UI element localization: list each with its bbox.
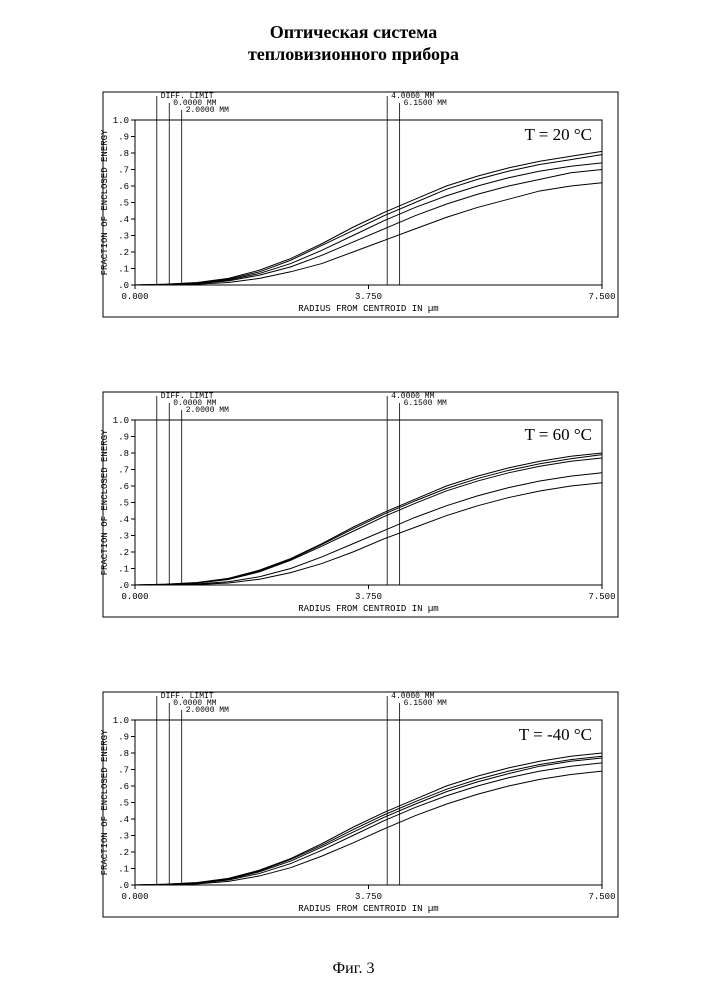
svg-text:.6: .6 xyxy=(118,182,129,192)
svg-text:.5: .5 xyxy=(118,499,129,509)
svg-text:.5: .5 xyxy=(118,199,129,209)
svg-text:6.1500 MM: 6.1500 MM xyxy=(404,399,447,408)
chart-panel: .0 .1 .2 .3 .4 .5 .6 .7 .8 .9 1.0 0.000 3.750 7.500 RA… xyxy=(80,390,620,650)
svg-text:.9: .9 xyxy=(118,433,129,443)
svg-text:.3: .3 xyxy=(118,832,129,842)
chart-svg: .0 .1 .2 .3 .4 .5 .6 .7 .8 .9 1.0 0.000 3.750 7.500 RA… xyxy=(80,390,620,620)
svg-text:RADIUS FROM CENTROID IN µm: RADIUS FROM CENTROID IN µm xyxy=(298,904,438,914)
svg-text:.4: .4 xyxy=(118,215,129,225)
chart-svg: .0 .1 .2 .3 .4 .5 .6 .7 .8 .9 1.0 0.000 3.750 7.500 RA… xyxy=(80,90,620,320)
svg-text:.8: .8 xyxy=(118,149,129,159)
svg-text:RADIUS FROM CENTROID IN µm: RADIUS FROM CENTROID IN µm xyxy=(298,604,438,614)
svg-text:.7: .7 xyxy=(118,166,129,176)
svg-text:.3: .3 xyxy=(118,232,129,242)
svg-text:.1: .1 xyxy=(118,865,129,875)
svg-text:.5: .5 xyxy=(118,799,129,809)
svg-text:6.1500 MM: 6.1500 MM xyxy=(404,99,447,108)
svg-text:.8: .8 xyxy=(118,449,129,459)
svg-text:.7: .7 xyxy=(118,766,129,776)
svg-text:.7: .7 xyxy=(118,466,129,476)
svg-text:.0: .0 xyxy=(118,281,129,291)
svg-text:T = 20 °C: T = 20 °C xyxy=(524,125,592,144)
chart-panel: .0 .1 .2 .3 .4 .5 .6 .7 .8 .9 1.0 0.000 3.750 7.500 RA… xyxy=(80,90,620,350)
svg-text:.4: .4 xyxy=(118,515,129,525)
svg-text:7.500: 7.500 xyxy=(588,292,615,302)
svg-text:7.500: 7.500 xyxy=(588,892,615,902)
svg-text:FRACTION OF ENCLOSED ENERGY: FRACTION OF ENCLOSED ENERGY xyxy=(100,129,110,275)
figure-caption: Фиг. 3 xyxy=(0,960,707,978)
svg-text:1.0: 1.0 xyxy=(113,116,129,126)
chart-panel: .0 .1 .2 .3 .4 .5 .6 .7 .8 .9 1.0 0.000 3.750 7.500 RA… xyxy=(80,690,620,950)
svg-text:.9: .9 xyxy=(118,733,129,743)
chart-svg: .0 .1 .2 .3 .4 .5 .6 .7 .8 .9 1.0 0.000 3.750 7.500 RA… xyxy=(80,690,620,920)
svg-text:.0: .0 xyxy=(118,881,129,891)
svg-text:.6: .6 xyxy=(118,482,129,492)
svg-text:.2: .2 xyxy=(118,548,129,558)
svg-text:2.0000 MM: 2.0000 MM xyxy=(186,406,229,415)
svg-text:.2: .2 xyxy=(118,248,129,258)
svg-text:RADIUS FROM CENTROID IN µm: RADIUS FROM CENTROID IN µm xyxy=(298,304,438,314)
svg-text:.2: .2 xyxy=(118,848,129,858)
svg-text:0.000: 0.000 xyxy=(121,892,148,902)
svg-text:3.750: 3.750 xyxy=(355,592,382,602)
page-title: Оптическая система тепловизионного прибо… xyxy=(0,0,707,65)
svg-text:6.1500 MM: 6.1500 MM xyxy=(404,699,447,708)
svg-text:1.0: 1.0 xyxy=(113,416,129,426)
svg-text:.1: .1 xyxy=(118,265,129,275)
svg-text:.9: .9 xyxy=(118,133,129,143)
svg-text:.8: .8 xyxy=(118,749,129,759)
svg-text:FRACTION OF ENCLOSED ENERGY: FRACTION OF ENCLOSED ENERGY xyxy=(100,729,110,875)
page: Оптическая система тепловизионного прибо… xyxy=(0,0,707,1000)
panels-container: .0 .1 .2 .3 .4 .5 .6 .7 .8 .9 1.0 0.000 3.750 7.500 RA… xyxy=(80,90,620,990)
svg-text:.0: .0 xyxy=(118,581,129,591)
svg-text:0.000: 0.000 xyxy=(121,592,148,602)
svg-text:0.000: 0.000 xyxy=(121,292,148,302)
svg-text:1.0: 1.0 xyxy=(113,716,129,726)
svg-text:2.0000 MM: 2.0000 MM xyxy=(186,106,229,115)
svg-text:7.500: 7.500 xyxy=(588,592,615,602)
svg-text:.3: .3 xyxy=(118,532,129,542)
svg-text:.6: .6 xyxy=(118,782,129,792)
svg-text:T = 60 °C: T = 60 °C xyxy=(524,425,592,444)
svg-text:.4: .4 xyxy=(118,815,129,825)
svg-text:3.750: 3.750 xyxy=(355,292,382,302)
svg-text:FRACTION OF ENCLOSED ENERGY: FRACTION OF ENCLOSED ENERGY xyxy=(100,429,110,575)
svg-text:.1: .1 xyxy=(118,565,129,575)
svg-text:2.0000 MM: 2.0000 MM xyxy=(186,706,229,715)
svg-text:3.750: 3.750 xyxy=(355,892,382,902)
svg-text:T = -40 °C: T = -40 °C xyxy=(519,725,592,744)
